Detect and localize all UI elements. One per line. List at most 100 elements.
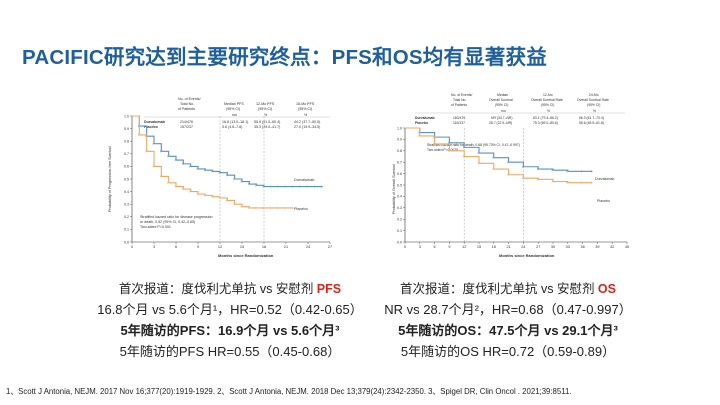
os-caption-first-report: NR vs 28.7个月²，HR=0.68（0.47-0.997） [384,302,632,317]
pfs-y-tick-label: 0.1 [124,228,129,232]
os-row-placebo-events: 116/237 [453,121,465,125]
slide-title: PACIFIC研究达到主要研究终点：PFS和OS均有显著获益 [22,46,547,69]
pfs-row-durva-12m: 55.9 (51.0–60.4) [254,120,280,124]
pfs-y-tick-label: 0.0 [124,240,129,244]
os-hr-text: Two-sided P=0.0025 [427,148,458,152]
pfs-curve-label-placebo: Placebo [294,207,308,211]
pfs-row-placebo: Placebo [144,125,159,129]
os-table-header: No. of Events/ [451,93,472,97]
os-x-tick-label: 45 [625,245,629,249]
pfs-row-durva-18m: 44.2 (37.7–50.5) [294,120,320,124]
pfs-row-durva: Durvalumab [144,120,166,124]
pfs-y-tick-label: 0.2 [124,215,129,219]
pfs-y-tick-label: 0.5 [124,177,129,181]
os-y-tick-label: 0.1 [397,229,402,233]
os-y-tick-label: 0.2 [397,218,402,222]
pfs-row-placebo-median: 5.6 (4.6–7.8) [222,125,242,129]
pfs-row-placebo-18m: 27.0 (19.9–34.5) [294,125,320,129]
os-row-placebo-12m: 75.3 (69.0–80.6) [533,121,558,125]
pfs-x-axis-label: Months since Randomization [218,253,274,258]
pfs-x-tick-label: 18 [262,245,266,249]
os-y-tick-label: 0.5 [397,183,402,187]
pfs-caption-5yr-hr: 5年随访的PFS HR=0.55（0.45-0.68） [119,344,341,359]
os-figure: No. of Events/ Total No. of Patients Med… [385,86,635,262]
os-legend-table: No. of Events/ Total No. of Patients Med… [415,93,625,125]
pfs-hr-text: or death, 0.52 (95% CI, 0.42–0.65) [140,220,195,224]
os-x-tick-label: 15 [477,245,481,249]
pfs-table-header: of Patients [178,107,195,111]
os-caption-5yr-hr: 5年随访的OS HR=0.72（0.59-0.89） [400,344,616,359]
os-row-placebo-median: 28.7 (22.9–NR) [489,121,512,125]
os-row-placebo-24m: 55.6 (48.9–61.8) [579,121,604,125]
os-hr-text: Stratified hazard ratio for death, 0.68 … [427,143,520,147]
os-table-unit: % [547,109,550,113]
pfs-legend-table: No. of Events/ Total No. of Patients Med… [144,97,330,129]
os-y-tick-label: 0.0 [397,240,402,244]
os-table-header: 24-Mo [589,93,599,97]
os-chart: No. of Events/ Total No. of Patients Med… [392,93,629,258]
pfs-y-tick-label: 1.0 [124,114,129,118]
pfs-caption-heading: 首次报道：度伐利尤单抗 vs 安慰剂 PFS [118,282,342,296]
os-x-tick-label: 30 [551,245,555,249]
os-table-header: Overall Survival [489,98,513,102]
os-y-tick-label: 0.7 [397,161,402,165]
pfs-table-header: (95% CI) [298,107,312,111]
pfs-x-tick-label: 3 [153,245,155,249]
pfs-table-unit: mo [232,113,237,117]
pfs-table-header: No. of Events/ [178,97,201,101]
pfs-row-placebo-12m: 35.3 (29.0–41.7) [254,125,280,129]
os-x-tick-label: 18 [492,245,496,249]
pfs-row-durva-events: 214/476 [180,120,193,124]
pfs-curve-label-durva: Durvalumab [294,178,314,182]
pfs-y-tick-label: 0.4 [124,190,129,194]
os-caption-heading: 首次报道：度伐利尤单抗 vs 安慰剂 OS [400,282,616,296]
pfs-x-tick-label: 21 [284,245,288,249]
os-x-tick-label: 6 [434,245,436,249]
os-y-axis-label: Probability of Overall Survival [392,164,396,214]
pfs-figure: No. of Events/ Total No. of Patients Med… [100,86,340,262]
os-table-unit: mo [501,109,506,113]
os-x-tick-label: 39 [595,245,599,249]
pfs-y-tick-label: 0.9 [124,127,129,131]
pfs-x-tick-label: 15 [240,245,244,249]
pfs-y-tick-label: 0.7 [124,152,129,156]
pfs-row-durva-median: 16.8 (13.0–18.1) [222,120,248,124]
os-y-tick-label: 0.3 [397,206,402,210]
pfs-y-tick-label: 0.3 [124,203,129,207]
pfs-series-placebo [132,115,294,209]
os-x-tick-label: 24 [521,245,525,249]
os-series-placebo [405,127,593,184]
references: 1、Scott J Antonia, NEJM. 2017 Nov 16;377… [6,387,572,396]
os-table-header: (95% CI) [495,103,508,107]
os-row-placebo: Placebo [415,121,428,125]
os-row-durva-12m: 83.1 (79.4–86.2) [533,116,558,120]
pfs-x-tick-label: 9 [197,245,199,249]
pfs-series-durvalumab [132,115,323,188]
pfs-y-tick-label: 0.8 [124,140,129,144]
os-x-tick-label: 36 [580,245,584,249]
os-row-durva: Durvalumab [415,116,435,120]
pfs-caption: 首次报道：度伐利尤单抗 vs 安慰剂 PFS 16.8个月 vs 5.6个月¹，… [60,281,400,365]
os-x-tick-label: 33 [566,245,570,249]
os-plot-area: 0.00.10.20.30.40.50.60.70.80.91.00 3 6 9 12 1… [397,126,629,249]
os-y-tick-label: 0.9 [397,138,402,142]
os-row-durva-median: NR (34.7–NR) [491,116,512,120]
os-caption-5yr-os: 5年随访的OS：47.5个月 vs 29.1个月³ [398,323,618,338]
pfs-x-tick-label: 24 [306,245,310,249]
os-x-tick-label: 3 [419,245,421,249]
os-table-header: 12-Mo [543,93,553,97]
os-table-unit: % [593,109,596,113]
pfs-table-header: Median PFS [224,102,244,106]
os-x-axis-label: Months since Randomization [499,253,555,258]
pfs-x-tick-label: 12 [218,245,222,249]
os-table-header: Overall Survival Rate [531,98,563,102]
pfs-x-tick-label: 6 [175,245,177,249]
os-curve-label-durva: Durvalumab [595,177,614,181]
pfs-table-unit: % [304,113,308,117]
os-x-tick-label: 42 [610,245,614,249]
pfs-caption-first-report: 16.8个月 vs 5.6个月¹，HR=0.52（0.42-0.65） [97,302,363,317]
pfs-plot-area: 0.0 0.1 0.2 0.3 0.4 0.5 0.6 0.7 0.8 0.9 1.0 0 3 6 9 12 1… [124,114,332,249]
pfs-table-header: (95% CI) [226,107,240,111]
os-row-durva-24m: 66.3 (61.7–70.4) [579,116,604,120]
pfs-table-unit: % [264,113,268,117]
